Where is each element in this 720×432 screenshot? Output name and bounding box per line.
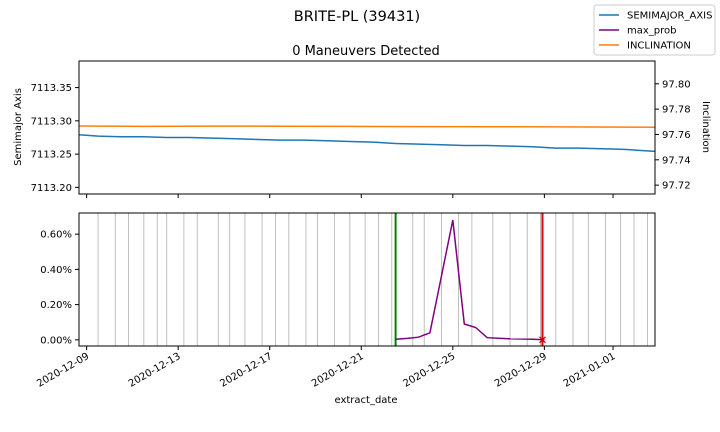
bottom-y-tick-label: 0.20%: [40, 300, 72, 311]
y-tick-label: 7113.35: [31, 83, 72, 94]
x-tick-label: 2020-12-13: [127, 351, 183, 390]
bottom-plot-frame: [78, 212, 656, 347]
y-tick-label: 7113.20: [31, 183, 72, 194]
legend-label: SEMIMAJOR_AXIS: [627, 11, 712, 22]
figure-title: BRITE-PL (39431): [294, 9, 420, 25]
y2-tick-label: 97.80: [662, 79, 691, 90]
x-tick-label: 2020-12-29: [493, 351, 549, 390]
end-marker: [539, 336, 546, 344]
top-y2-axis-label: Inclination: [700, 101, 711, 153]
top-plot-frame: [78, 60, 656, 195]
y2-tick-label: 97.72: [662, 181, 691, 192]
top-y-axis-label: Semimajor Axis: [13, 88, 24, 166]
x-axis-label: extract_date: [334, 395, 397, 406]
legend-label: max_prob: [627, 26, 677, 37]
legend-label: INCLINATION: [627, 41, 691, 52]
x-tick-label: 2020-12-25: [401, 351, 457, 390]
bottom-y-tick-label: 0.00%: [40, 335, 72, 346]
legend: SEMIMAJOR_AXIS max_prob INCLINATION: [593, 4, 716, 56]
x-tick-label: 2021-01-01: [562, 351, 618, 390]
series-line-inclination: [78, 125, 656, 128]
x-tick-label: 2020-12-17: [218, 351, 274, 390]
series-line-max-prob: [395, 219, 545, 341]
legend-frame: [593, 4, 716, 56]
y2-tick-label: 97.78: [662, 105, 691, 116]
x-tick-label: 2020-12-21: [310, 351, 366, 390]
x-tick-label: 2020-12-09: [35, 351, 91, 390]
series-line-semimajor-axis: [78, 134, 656, 153]
bottom-y-tick-label: 0.60%: [40, 230, 72, 241]
y2-tick-label: 97.76: [662, 130, 691, 141]
y-tick-label: 7113.30: [31, 116, 72, 127]
y2-tick-label: 97.74: [662, 155, 691, 166]
top-panel-title: 0 Maneuvers Detected: [292, 44, 440, 59]
top-panel: 7113.20 7113.25 7113.30 7113.35 97.72 97.74 9…: [13, 60, 711, 198]
y-tick-label: 7113.25: [31, 150, 72, 161]
bottom-y-tick-label: 0.40%: [40, 265, 72, 276]
bottom-panel: 0.00% 0.20% 0.40% 0.60% 2020-12-09 2020-12-1…: [35, 212, 656, 406]
